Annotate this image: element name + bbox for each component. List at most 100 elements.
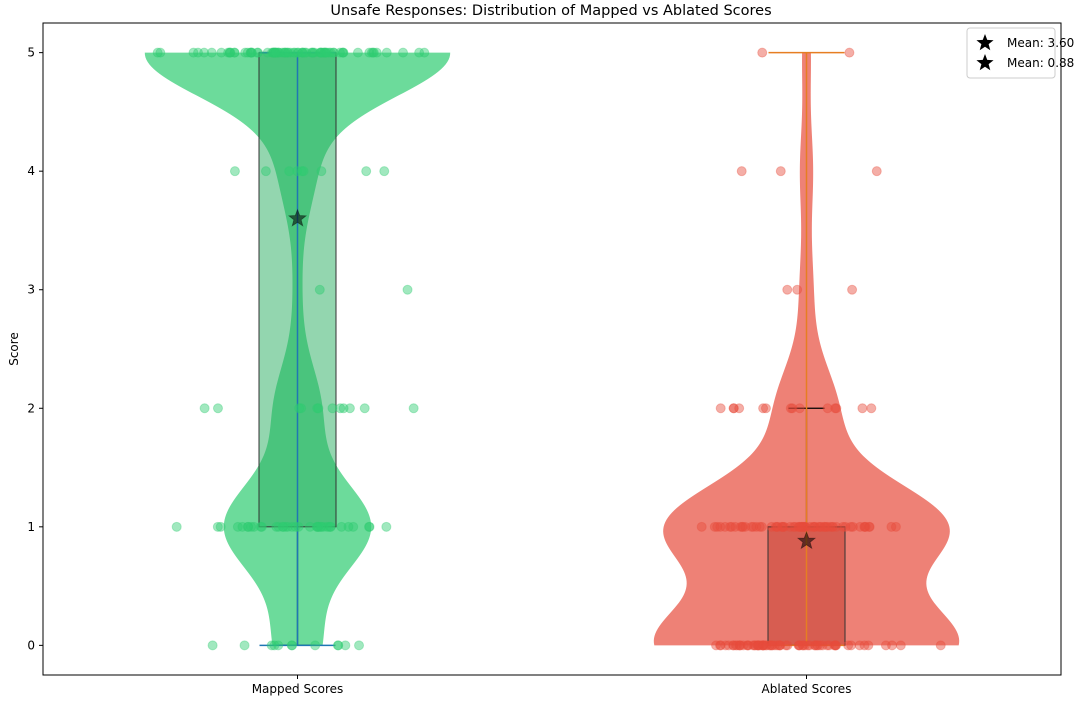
data-point: [696, 521, 707, 532]
data-point: [297, 47, 308, 58]
data-point: [776, 521, 787, 532]
data-point: [297, 47, 308, 58]
data-point: [772, 521, 783, 532]
data-point: [305, 521, 316, 532]
data-point: [292, 166, 303, 177]
data-point: [794, 521, 805, 532]
data-point: [285, 47, 296, 58]
data-point: [240, 47, 251, 58]
data-point: [269, 47, 280, 58]
data-point: [319, 47, 330, 58]
data-point: [207, 640, 218, 651]
data-point: [277, 47, 288, 58]
data-point: [799, 640, 810, 651]
data-point: [734, 640, 745, 651]
data-point: [298, 166, 309, 177]
data-point: [364, 47, 375, 58]
data-point: [155, 47, 166, 58]
data-point: [316, 521, 327, 532]
data-point: [760, 403, 771, 414]
data-point: [822, 521, 833, 532]
data-point: [866, 403, 877, 414]
data-point: [286, 640, 297, 651]
legend: Mean: 3.60 Mean: 0.88: [966, 27, 1074, 79]
data-point: [215, 521, 226, 532]
data-point: [171, 521, 182, 532]
data-point: [297, 47, 308, 58]
data-point: [855, 521, 866, 532]
data-point: [821, 521, 832, 532]
data-point: [775, 640, 786, 651]
data-point: [734, 640, 745, 651]
data-point: [887, 640, 898, 651]
data-point: [860, 521, 871, 532]
data-point: [817, 640, 828, 651]
data-point: [831, 640, 842, 651]
data-point: [299, 47, 310, 58]
data-point: [730, 521, 741, 532]
data-point: [402, 284, 413, 295]
data-point: [765, 640, 776, 651]
series-1: [653, 47, 960, 651]
data-point: [243, 521, 254, 532]
data-point: [782, 640, 793, 651]
data-point: [804, 521, 815, 532]
data-point: [742, 640, 753, 651]
data-point: [810, 640, 821, 651]
data-point: [735, 521, 746, 532]
data-point: [736, 166, 747, 177]
data-point: [825, 521, 836, 532]
data-point: [316, 47, 327, 58]
data-point: [212, 403, 223, 414]
data-point: [268, 47, 279, 58]
data-point: [262, 47, 273, 58]
data-point: [268, 47, 279, 58]
data-point: [282, 521, 293, 532]
data-point: [854, 640, 865, 651]
data-point: [715, 640, 726, 651]
data-point: [414, 47, 425, 58]
y-tick-label: 1: [27, 520, 35, 534]
data-point: [255, 521, 266, 532]
data-point: [864, 521, 875, 532]
data-point: [229, 47, 240, 58]
data-point: [859, 521, 870, 532]
x-axis: Mapped Scores Ablated Scores: [252, 675, 851, 696]
data-point: [199, 403, 210, 414]
data-point: [802, 640, 813, 651]
data-point: [779, 521, 790, 532]
data-point: [772, 640, 783, 651]
data-point: [797, 640, 808, 651]
data-point: [323, 521, 334, 532]
data-point: [296, 166, 307, 177]
data-point: [808, 521, 819, 532]
data-point: [199, 47, 210, 58]
data-point: [368, 47, 378, 58]
data-point: [715, 521, 726, 532]
data-point: [283, 47, 294, 58]
legend-marker: [976, 34, 994, 51]
data-point: [332, 640, 343, 651]
data-point: [270, 47, 281, 58]
data-point: [794, 403, 805, 414]
data-point: [777, 521, 788, 532]
data-point: [193, 47, 204, 58]
data-point: [327, 403, 338, 414]
data-point: [830, 640, 841, 651]
data-point: [419, 47, 430, 58]
data-point: [742, 640, 753, 651]
data-point: [767, 640, 778, 651]
data-point: [335, 47, 345, 58]
data-point: [313, 521, 324, 532]
data-point: [338, 47, 349, 58]
data-point: [728, 403, 739, 414]
data-point: [757, 640, 768, 651]
data-point: [815, 640, 826, 651]
chart-title: Unsafe Responses: Distribution of Mapped…: [330, 3, 771, 19]
data-point: [284, 166, 295, 177]
data-point: [813, 521, 824, 532]
data-point: [793, 521, 804, 532]
data-point: [800, 521, 811, 532]
data-point: [847, 284, 858, 295]
data-point: [728, 640, 739, 651]
